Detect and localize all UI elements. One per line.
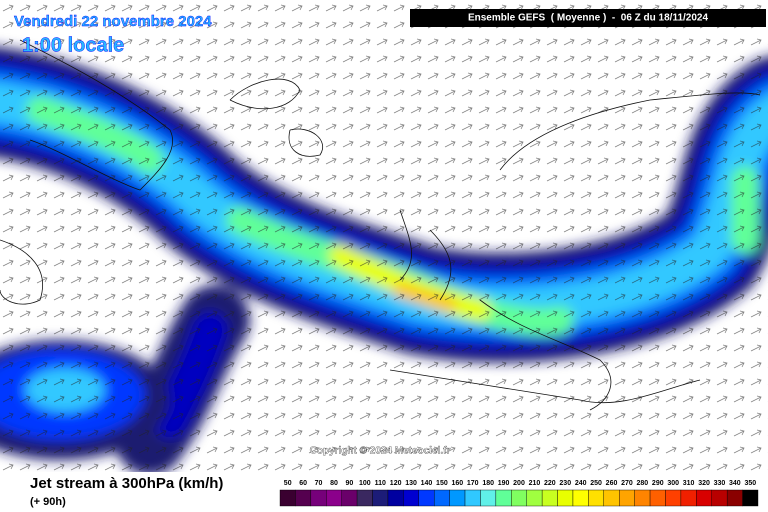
legend-label: 310 xyxy=(683,480,695,487)
legend-label: 140 xyxy=(421,480,433,487)
legend-swatch xyxy=(341,489,358,507)
legend-label: 330 xyxy=(714,480,726,487)
legend-swatch xyxy=(495,489,512,507)
legend-swatch xyxy=(634,489,651,507)
color-legend: 50 60 70 80 90 100 110 120 130 140 150 160 170 180 190… xyxy=(279,480,759,507)
legend-label: 170 xyxy=(467,480,479,487)
coastlines xyxy=(0,39,761,411)
legend-label: 200 xyxy=(513,480,525,487)
legend-swatch xyxy=(356,489,373,507)
legend-swatch xyxy=(326,489,342,507)
legend-label: 270 xyxy=(621,480,633,487)
run-info: Ensemble GEFS ( Moyenne ) - 06 Z du 18/1… xyxy=(468,13,709,24)
legend-label: 110 xyxy=(375,480,386,487)
legend-label: 280 xyxy=(637,480,649,487)
legend-label: 180 xyxy=(482,480,494,487)
legend-swatch xyxy=(464,489,481,507)
legend-swatch xyxy=(572,489,589,507)
legend-swatch xyxy=(619,489,635,507)
legend-label: 150 xyxy=(436,480,448,487)
legend-label: 300 xyxy=(667,480,679,487)
lead-time: (+ 90h) xyxy=(30,496,66,508)
legend-label: 340 xyxy=(729,480,741,487)
legend-swatch xyxy=(680,489,697,507)
legend-label: 240 xyxy=(575,480,587,487)
legend-label: 250 xyxy=(590,480,602,487)
legend-swatch xyxy=(372,489,389,507)
legend-swatch xyxy=(403,489,419,507)
date: Vendredi 22 novembre 2024 xyxy=(14,13,212,30)
legend-swatch xyxy=(649,489,666,507)
legend-swatch xyxy=(310,489,327,507)
legend-label: 80 xyxy=(330,480,338,487)
legend-swatch xyxy=(726,489,743,507)
legend-swatch xyxy=(418,489,435,507)
legend-swatch xyxy=(295,489,312,507)
legend-label: 220 xyxy=(544,480,556,487)
copyright: Copyright © 2024 Meteociel.fr xyxy=(310,446,451,457)
legend-label: 230 xyxy=(559,480,571,487)
legend-label: 290 xyxy=(652,480,664,487)
legend-swatch xyxy=(526,489,543,507)
legend-label: 350 xyxy=(744,480,756,487)
legend-label: 50 xyxy=(284,480,292,487)
legend-swatch xyxy=(541,489,558,507)
legend-label: 260 xyxy=(606,480,618,487)
legend-swatch xyxy=(588,489,605,507)
legend-label: 120 xyxy=(390,480,402,487)
legend-label: 210 xyxy=(529,480,541,487)
legend-swatch xyxy=(742,489,759,507)
legend-swatch xyxy=(696,489,712,507)
legend-swatch xyxy=(711,489,728,507)
legend-swatch xyxy=(279,489,296,507)
legend-label: 90 xyxy=(345,480,353,487)
legend-swatch xyxy=(387,489,404,507)
legend-swatch xyxy=(433,489,450,507)
legend-swatch xyxy=(557,489,574,507)
time: 1:00 locale xyxy=(22,34,124,56)
legend-label: 160 xyxy=(451,480,463,487)
legend-label: 100 xyxy=(359,480,371,487)
jet-field xyxy=(0,0,768,472)
legend-swatch xyxy=(480,489,497,507)
legend-label: 320 xyxy=(698,480,710,487)
legend-label: 190 xyxy=(498,480,510,487)
legend-swatch xyxy=(449,489,466,507)
legend-label: 130 xyxy=(405,480,417,487)
legend-swatch xyxy=(511,489,527,507)
run-banner xyxy=(410,9,766,27)
legend-swatch xyxy=(603,489,620,507)
footer-title: Jet stream à 300hPa (km/h) xyxy=(30,475,223,492)
legend-label: 70 xyxy=(315,480,323,487)
legend-swatch xyxy=(665,489,682,507)
legend-label: 60 xyxy=(299,480,307,487)
